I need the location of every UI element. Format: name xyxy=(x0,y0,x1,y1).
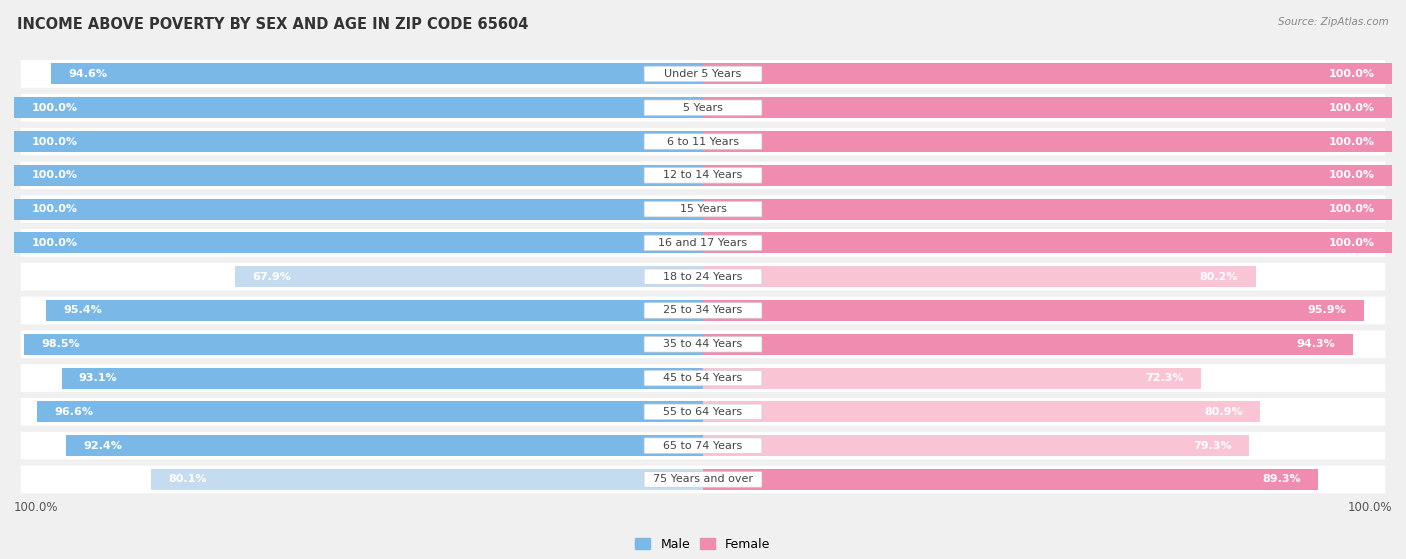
FancyBboxPatch shape xyxy=(21,466,1385,493)
Text: 72.3%: 72.3% xyxy=(1146,373,1184,383)
Text: 80.9%: 80.9% xyxy=(1205,407,1243,417)
Text: 100.0%: 100.0% xyxy=(31,170,77,181)
FancyBboxPatch shape xyxy=(21,432,1385,459)
Text: 5 Years: 5 Years xyxy=(683,103,723,113)
FancyBboxPatch shape xyxy=(21,60,1385,88)
Text: 75 Years and over: 75 Years and over xyxy=(652,475,754,485)
FancyBboxPatch shape xyxy=(644,66,762,82)
Text: 100.0%: 100.0% xyxy=(1329,136,1375,146)
Text: 100.0%: 100.0% xyxy=(1329,69,1375,79)
Text: 95.4%: 95.4% xyxy=(63,306,101,315)
Bar xyxy=(703,97,1392,118)
Text: 18 to 24 Years: 18 to 24 Years xyxy=(664,272,742,282)
Text: 98.5%: 98.5% xyxy=(42,339,80,349)
Bar xyxy=(703,165,1392,186)
Text: 92.4%: 92.4% xyxy=(83,440,122,451)
Text: 79.3%: 79.3% xyxy=(1194,440,1232,451)
Text: 95.9%: 95.9% xyxy=(1308,306,1347,315)
Text: 100.0%: 100.0% xyxy=(1329,238,1375,248)
Bar xyxy=(14,97,703,118)
Bar xyxy=(703,300,1364,321)
Text: 55 to 64 Years: 55 to 64 Years xyxy=(664,407,742,417)
Legend: Male, Female: Male, Female xyxy=(630,533,776,556)
Bar xyxy=(703,198,1392,220)
FancyBboxPatch shape xyxy=(644,269,762,285)
Bar xyxy=(703,233,1392,253)
FancyBboxPatch shape xyxy=(21,364,1385,392)
Text: INCOME ABOVE POVERTY BY SEX AND AGE IN ZIP CODE 65604: INCOME ABOVE POVERTY BY SEX AND AGE IN Z… xyxy=(17,17,529,32)
Text: 100.0%: 100.0% xyxy=(1347,501,1392,514)
Text: 100.0%: 100.0% xyxy=(1329,204,1375,214)
FancyBboxPatch shape xyxy=(644,235,762,250)
Bar xyxy=(703,266,1256,287)
FancyBboxPatch shape xyxy=(21,127,1385,155)
Text: 25 to 34 Years: 25 to 34 Years xyxy=(664,306,742,315)
FancyBboxPatch shape xyxy=(644,168,762,183)
Text: 100.0%: 100.0% xyxy=(31,238,77,248)
Bar xyxy=(62,368,703,389)
FancyBboxPatch shape xyxy=(21,195,1385,223)
Text: 100.0%: 100.0% xyxy=(14,501,59,514)
Bar xyxy=(46,300,703,321)
Text: 100.0%: 100.0% xyxy=(31,103,77,113)
FancyBboxPatch shape xyxy=(21,229,1385,257)
Bar xyxy=(703,368,1201,389)
Bar xyxy=(14,233,703,253)
Text: 15 Years: 15 Years xyxy=(679,204,727,214)
FancyBboxPatch shape xyxy=(644,201,762,217)
Bar xyxy=(66,435,703,456)
FancyBboxPatch shape xyxy=(644,438,762,453)
Bar xyxy=(14,165,703,186)
Bar xyxy=(703,334,1353,355)
Bar xyxy=(703,64,1392,84)
FancyBboxPatch shape xyxy=(644,134,762,149)
Text: 6 to 11 Years: 6 to 11 Years xyxy=(666,136,740,146)
Text: Under 5 Years: Under 5 Years xyxy=(665,69,741,79)
Text: 94.6%: 94.6% xyxy=(69,69,107,79)
Bar xyxy=(703,469,1319,490)
Text: 16 and 17 Years: 16 and 17 Years xyxy=(658,238,748,248)
FancyBboxPatch shape xyxy=(21,297,1385,324)
Text: 94.3%: 94.3% xyxy=(1296,339,1336,349)
Bar xyxy=(14,198,703,220)
Bar xyxy=(703,435,1250,456)
Text: 100.0%: 100.0% xyxy=(31,204,77,214)
Bar xyxy=(235,266,703,287)
FancyBboxPatch shape xyxy=(21,263,1385,291)
FancyBboxPatch shape xyxy=(21,330,1385,358)
FancyBboxPatch shape xyxy=(644,472,762,487)
Bar xyxy=(152,469,703,490)
FancyBboxPatch shape xyxy=(644,100,762,116)
Bar xyxy=(51,64,703,84)
Bar xyxy=(38,401,703,423)
Bar xyxy=(703,131,1392,152)
FancyBboxPatch shape xyxy=(644,404,762,420)
Text: Source: ZipAtlas.com: Source: ZipAtlas.com xyxy=(1278,17,1389,27)
Bar xyxy=(14,131,703,152)
FancyBboxPatch shape xyxy=(644,370,762,386)
Text: 67.9%: 67.9% xyxy=(253,272,291,282)
Text: 100.0%: 100.0% xyxy=(31,136,77,146)
Text: 89.3%: 89.3% xyxy=(1263,475,1301,485)
FancyBboxPatch shape xyxy=(644,337,762,352)
Text: 100.0%: 100.0% xyxy=(1329,103,1375,113)
Text: 35 to 44 Years: 35 to 44 Years xyxy=(664,339,742,349)
Text: 80.2%: 80.2% xyxy=(1199,272,1239,282)
FancyBboxPatch shape xyxy=(21,94,1385,122)
Text: 80.1%: 80.1% xyxy=(169,475,207,485)
FancyBboxPatch shape xyxy=(644,303,762,318)
Text: 93.1%: 93.1% xyxy=(79,373,118,383)
Bar xyxy=(703,401,1260,423)
Text: 12 to 14 Years: 12 to 14 Years xyxy=(664,170,742,181)
Text: 96.6%: 96.6% xyxy=(55,407,94,417)
FancyBboxPatch shape xyxy=(21,162,1385,189)
Bar xyxy=(24,334,703,355)
FancyBboxPatch shape xyxy=(21,398,1385,426)
Text: 45 to 54 Years: 45 to 54 Years xyxy=(664,373,742,383)
Text: 100.0%: 100.0% xyxy=(1329,170,1375,181)
Text: 65 to 74 Years: 65 to 74 Years xyxy=(664,440,742,451)
